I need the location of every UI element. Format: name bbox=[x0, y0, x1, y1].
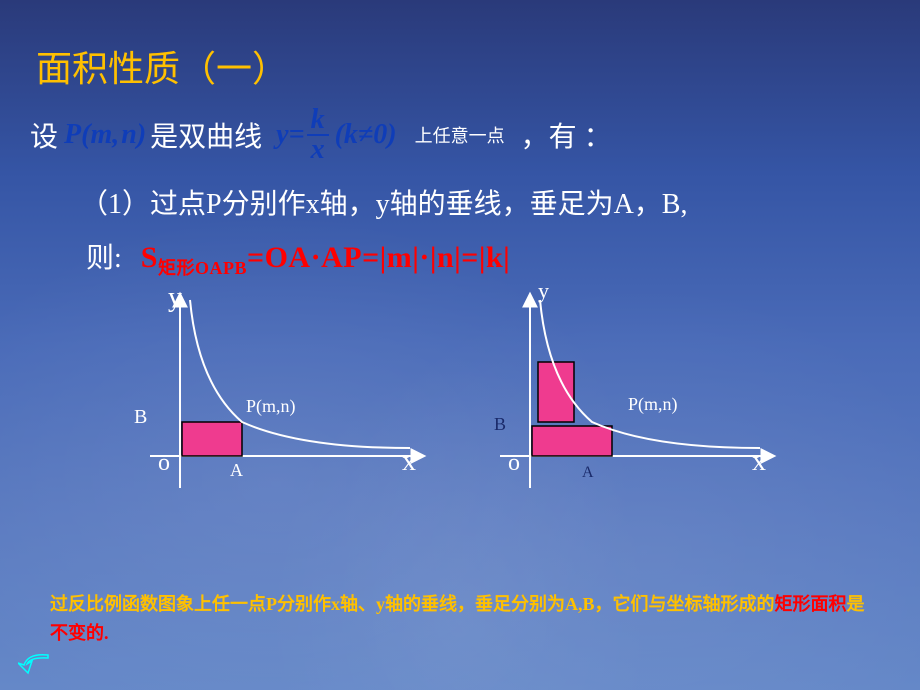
area-formula: S矩形OAPB=OA·AP=|m|·|n|=|k| bbox=[141, 241, 511, 274]
chart-left: y x o A B P(m,n) bbox=[140, 288, 430, 508]
conclusion-text: 过反比例函数图象上任一点P分别作x轴、y轴的垂线，垂足分别为A,B，它们与坐标轴… bbox=[50, 590, 870, 648]
origin-label: o bbox=[508, 450, 520, 477]
conclusion-seg4: 不变的. bbox=[50, 623, 109, 643]
x-label: x bbox=[752, 446, 766, 478]
A-label: A bbox=[230, 460, 243, 481]
B-label: B bbox=[494, 414, 506, 435]
P-label: P(m,n) bbox=[628, 394, 678, 415]
x-label: x bbox=[402, 446, 416, 478]
zero: 0 bbox=[373, 119, 387, 151]
P-label: P(m,n) bbox=[246, 396, 296, 417]
rect-oapb bbox=[182, 422, 242, 456]
conclusion-seg2: 矩形面积 bbox=[775, 594, 847, 614]
label-then: 则: bbox=[86, 243, 122, 274]
paren2-close: ) bbox=[387, 119, 396, 151]
txt-she: 设 bbox=[30, 115, 58, 155]
conclusion-seg3: 是 bbox=[847, 594, 865, 614]
origin-label: o bbox=[158, 450, 170, 477]
charts-row: y x o A B P(m,n) y x o bbox=[30, 288, 890, 508]
S: S bbox=[141, 241, 158, 274]
definition-line: 设 P ( m , n ) 是双曲线 y = k x ( k ≠ 0 ) 上任意… bbox=[30, 106, 890, 164]
chart-right: y x o A B P(m,n) bbox=[490, 288, 780, 508]
paren-open: ( bbox=[81, 119, 90, 151]
var-P: P bbox=[64, 119, 81, 151]
eq-sign: = bbox=[289, 119, 305, 151]
rect-lower bbox=[532, 426, 612, 456]
back-arrow-icon bbox=[18, 651, 52, 675]
formula-rest: =OA·AP=|m|·|n|=|k| bbox=[247, 241, 510, 274]
back-button[interactable] bbox=[18, 651, 52, 680]
conclusion-seg1: 过反比例函数图象上任一点P分别作x轴、y轴的垂线，垂足分别为A,B，它们与坐标轴… bbox=[50, 594, 775, 614]
fraction-k-over-x: k x bbox=[307, 106, 329, 164]
comma: , bbox=[112, 119, 119, 151]
frac-den-x: x bbox=[307, 136, 329, 164]
frac-num-k: k bbox=[307, 106, 329, 136]
var-k2: k bbox=[344, 119, 358, 151]
B-label: B bbox=[134, 406, 147, 429]
formula-line: 则: S矩形OAPB=OA·AP=|m|·|n|=|k| bbox=[86, 236, 890, 280]
txt-is-hyperbola: 是双曲线 bbox=[150, 115, 262, 155]
S-subscript: 矩形OAPB bbox=[158, 258, 247, 278]
y-label: y bbox=[168, 282, 182, 314]
neq-sign: ≠ bbox=[358, 119, 373, 151]
paren-close: ) bbox=[137, 119, 146, 151]
construction-line: （1）过点P分别作x轴，y轴的垂线，垂足为A，B, bbox=[80, 182, 890, 222]
A-label: A bbox=[582, 464, 594, 482]
paren2-open: ( bbox=[335, 119, 344, 151]
y-label: y bbox=[538, 278, 549, 304]
txt-any-point: 上任意一点 bbox=[415, 122, 505, 148]
var-n: n bbox=[121, 119, 137, 151]
slide-title: 面积性质（一） bbox=[36, 40, 890, 92]
txt-has: ，有 ： bbox=[521, 115, 612, 155]
var-m: m bbox=[90, 119, 112, 151]
var-y: y bbox=[276, 119, 288, 151]
